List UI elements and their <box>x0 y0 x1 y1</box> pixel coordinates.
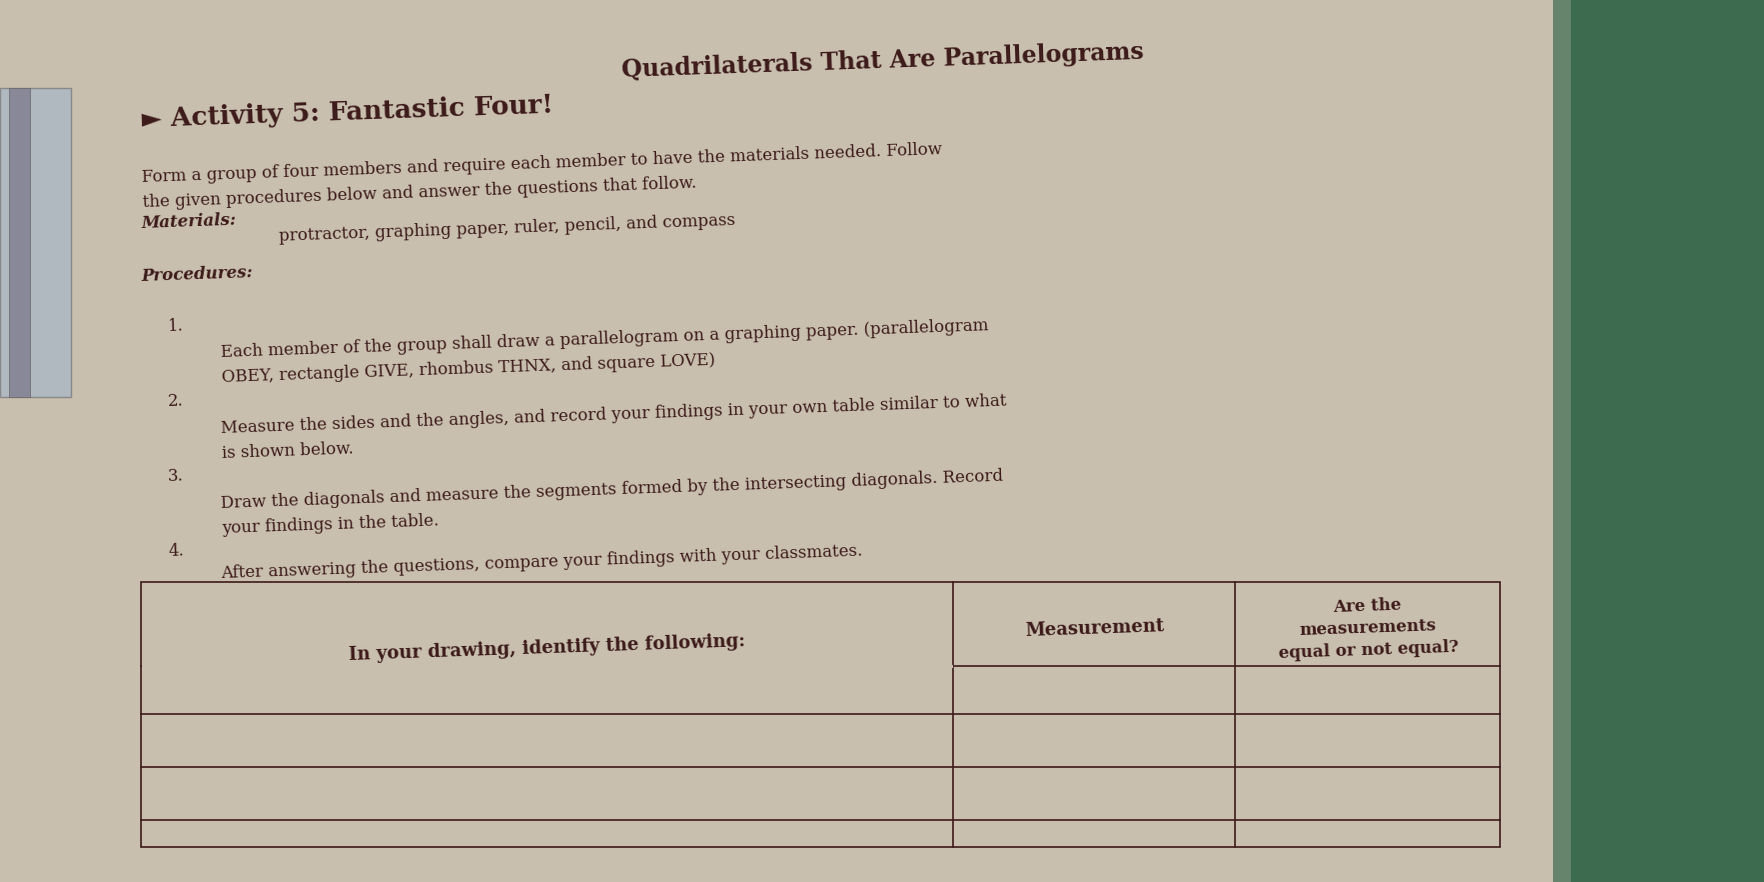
FancyBboxPatch shape <box>9 88 30 397</box>
Text: In your drawing, identify the following:: In your drawing, identify the following: <box>348 632 746 664</box>
Text: 3.: 3. <box>168 467 183 485</box>
Text: 2.: 2. <box>168 392 183 410</box>
Text: Quadrilaterals That Are Parallelograms: Quadrilaterals That Are Parallelograms <box>621 40 1143 82</box>
Text: Measure the sides and the angles, and record your findings in your own table sim: Measure the sides and the angles, and re… <box>220 392 1007 461</box>
Text: Form a group of four members and require each member to have the materials neede: Form a group of four members and require… <box>141 141 942 211</box>
Text: Measurement: Measurement <box>1023 617 1164 639</box>
Text: Procedures:: Procedures: <box>141 265 254 286</box>
Text: Are the
measurements
equal or not equal?: Are the measurements equal or not equal? <box>1275 594 1459 662</box>
FancyBboxPatch shape <box>1482 0 1570 882</box>
Text: 1.: 1. <box>168 318 183 335</box>
FancyBboxPatch shape <box>1552 0 1764 882</box>
Text: protractor, graphing paper, ruler, pencil, and compass: protractor, graphing paper, ruler, penci… <box>273 212 736 245</box>
Text: Each member of the group shall draw a parallelogram on a graphing paper. (parall: Each member of the group shall draw a pa… <box>220 318 990 386</box>
FancyBboxPatch shape <box>0 88 71 397</box>
Text: After answering the questions, compare your findings with your classmates.: After answering the questions, compare y… <box>220 542 863 582</box>
Text: Materials:: Materials: <box>141 212 236 232</box>
Text: Draw the diagonals and measure the segments formed by the intersecting diagonals: Draw the diagonals and measure the segme… <box>220 467 1004 536</box>
Text: 4.: 4. <box>168 542 183 560</box>
Text: ► Activity 5: Fantastic Four!: ► Activity 5: Fantastic Four! <box>141 93 554 132</box>
